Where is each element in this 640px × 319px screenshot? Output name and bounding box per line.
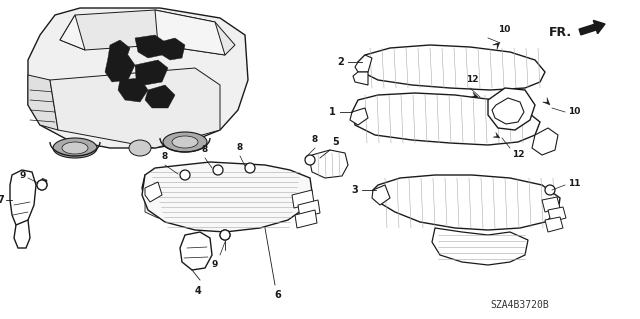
Ellipse shape xyxy=(129,140,151,156)
Polygon shape xyxy=(295,210,317,228)
Polygon shape xyxy=(60,15,85,50)
Circle shape xyxy=(213,165,223,175)
Polygon shape xyxy=(353,72,368,85)
Circle shape xyxy=(37,180,47,190)
Polygon shape xyxy=(373,175,560,230)
Polygon shape xyxy=(145,85,175,108)
Polygon shape xyxy=(135,60,168,85)
Polygon shape xyxy=(350,108,368,125)
Ellipse shape xyxy=(53,138,97,158)
Text: 6: 6 xyxy=(275,290,282,300)
Polygon shape xyxy=(492,98,524,124)
Polygon shape xyxy=(10,170,36,228)
Text: 4: 4 xyxy=(195,286,202,296)
Polygon shape xyxy=(310,150,348,178)
Polygon shape xyxy=(105,55,135,82)
Polygon shape xyxy=(145,190,175,218)
Ellipse shape xyxy=(163,132,207,152)
Text: 9: 9 xyxy=(212,260,218,269)
Ellipse shape xyxy=(172,136,198,148)
Text: 9: 9 xyxy=(20,170,26,180)
Polygon shape xyxy=(355,55,372,72)
Polygon shape xyxy=(135,35,165,58)
Text: 10: 10 xyxy=(498,25,510,34)
Polygon shape xyxy=(180,232,212,270)
Text: 8: 8 xyxy=(237,143,243,152)
Text: 12: 12 xyxy=(466,75,478,84)
Polygon shape xyxy=(145,182,162,202)
Polygon shape xyxy=(493,132,500,138)
Circle shape xyxy=(37,180,47,190)
Polygon shape xyxy=(543,98,550,105)
Circle shape xyxy=(220,230,230,240)
Polygon shape xyxy=(270,185,288,203)
Circle shape xyxy=(180,170,190,180)
Polygon shape xyxy=(298,200,320,218)
Polygon shape xyxy=(142,168,282,228)
Polygon shape xyxy=(108,40,130,65)
Polygon shape xyxy=(42,178,47,185)
Polygon shape xyxy=(60,10,235,55)
Circle shape xyxy=(305,155,315,165)
Polygon shape xyxy=(532,128,558,155)
Polygon shape xyxy=(352,93,540,145)
Ellipse shape xyxy=(62,142,88,154)
Polygon shape xyxy=(14,220,30,248)
Text: 8: 8 xyxy=(162,152,168,161)
Polygon shape xyxy=(548,207,566,222)
Polygon shape xyxy=(118,78,148,102)
Polygon shape xyxy=(155,10,225,55)
Polygon shape xyxy=(471,92,478,97)
Text: 7: 7 xyxy=(0,195,4,205)
Circle shape xyxy=(245,163,255,173)
Polygon shape xyxy=(432,228,528,265)
Text: 12: 12 xyxy=(512,150,525,159)
Text: 3: 3 xyxy=(351,185,358,195)
Polygon shape xyxy=(50,68,220,148)
Text: 10: 10 xyxy=(568,108,580,116)
Polygon shape xyxy=(545,217,563,232)
Polygon shape xyxy=(258,207,276,225)
Polygon shape xyxy=(542,197,560,212)
Polygon shape xyxy=(292,190,314,208)
Polygon shape xyxy=(372,185,390,205)
Text: SZA4B3720B: SZA4B3720B xyxy=(491,300,549,310)
Polygon shape xyxy=(160,38,185,60)
Circle shape xyxy=(545,185,555,195)
Text: FR.: FR. xyxy=(549,26,572,39)
Text: 8: 8 xyxy=(312,135,318,144)
Text: 8: 8 xyxy=(202,145,208,154)
Text: 1: 1 xyxy=(329,107,336,117)
FancyArrow shape xyxy=(579,20,605,35)
Polygon shape xyxy=(142,162,312,232)
Text: 5: 5 xyxy=(333,137,339,147)
Polygon shape xyxy=(265,197,283,215)
Text: 11: 11 xyxy=(568,179,580,188)
Text: 2: 2 xyxy=(337,57,344,67)
Polygon shape xyxy=(488,88,535,130)
Polygon shape xyxy=(28,75,58,130)
Polygon shape xyxy=(493,42,500,49)
Polygon shape xyxy=(28,8,248,148)
Circle shape xyxy=(220,230,230,240)
Polygon shape xyxy=(358,45,545,90)
